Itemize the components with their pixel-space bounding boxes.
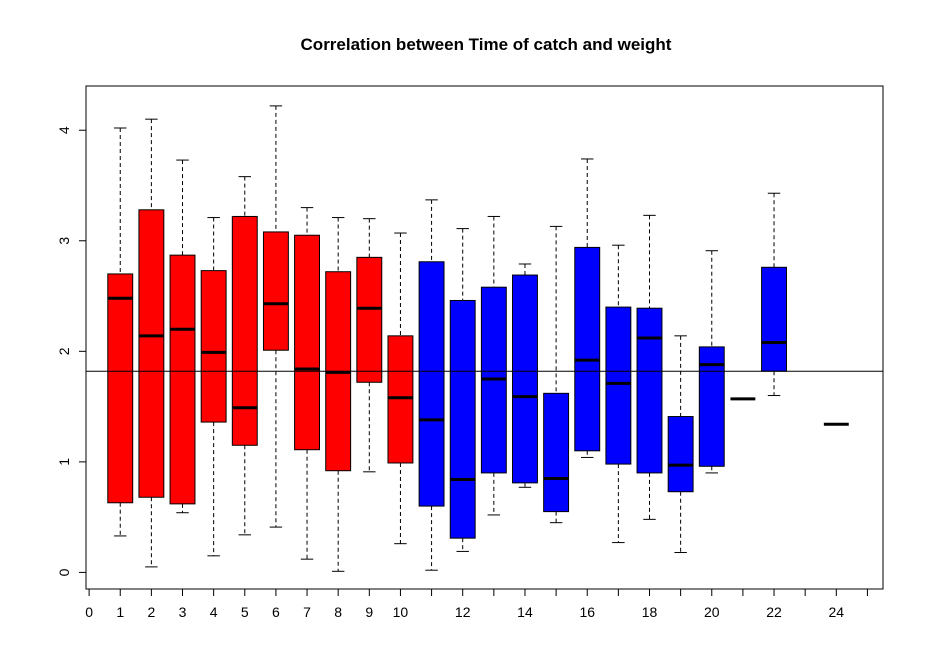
x-tick-label: 2: [147, 604, 155, 620]
box-14: [512, 263, 538, 488]
x-tick-label: 6: [272, 604, 280, 620]
x-axis: 0 1 2 3 4 5 6 7 8 9 10 12 14 16 18 20 22 24: [85, 588, 868, 620]
iqr-box: [231, 215, 258, 446]
x-tick-label: 4: [210, 604, 218, 620]
box-15: [543, 225, 570, 524]
y-tick-label: 1: [56, 458, 72, 466]
x-tick-label: 24: [829, 604, 845, 620]
y-tick-label: 0: [56, 568, 72, 576]
iqr-box: [574, 246, 601, 452]
iqr-box: [512, 274, 538, 484]
iqr-box: [449, 299, 476, 539]
x-tick-label: 22: [766, 604, 782, 620]
box-12: [449, 228, 476, 552]
iqr-box: [138, 209, 165, 498]
iqr-box: [761, 266, 787, 372]
x-tick-label: 18: [642, 604, 658, 620]
box-11: [418, 199, 445, 571]
x-tick-label: 8: [334, 604, 342, 620]
box-8: [325, 217, 352, 572]
box-19: [667, 335, 694, 554]
iqr-box: [169, 254, 196, 505]
x-tick-label: 7: [303, 604, 311, 620]
x-tick-label: 12: [455, 604, 471, 620]
iqr-box: [107, 273, 134, 504]
box-1: [107, 127, 134, 537]
iqr-box: [698, 346, 725, 467]
x-tick-label: 0: [85, 604, 93, 620]
box-17: [605, 244, 632, 544]
x-tick-label: 5: [241, 604, 249, 620]
box-4: [200, 217, 227, 557]
box-16: [574, 158, 601, 458]
y-tick-label: 2: [56, 347, 72, 355]
chart-title: Correlation between Time of catch and we…: [301, 35, 672, 54]
x-tick-label: 16: [579, 604, 595, 620]
y-tick-label: 3: [56, 237, 72, 245]
x-tick-label: 20: [704, 604, 720, 620]
box-3: [169, 159, 196, 514]
y-tick-label: 4: [56, 126, 72, 134]
iqr-box: [418, 261, 445, 507]
x-tick-label: 10: [393, 604, 409, 620]
box-18: [636, 214, 663, 520]
iqr-box: [605, 306, 632, 465]
x-tick-label: 14: [517, 604, 533, 620]
box-2: [138, 118, 165, 568]
box-22: [761, 192, 787, 397]
box-20: [698, 250, 725, 474]
box-9: [356, 218, 383, 473]
box-6: [262, 105, 289, 528]
y-axis: 0 1 2 3 4: [56, 126, 87, 576]
x-tick-label: 3: [179, 604, 187, 620]
box-13: [480, 215, 507, 516]
iqr-box: [387, 335, 414, 464]
box-10: [387, 232, 414, 545]
iqr-box: [636, 307, 663, 474]
iqr-box: [262, 231, 289, 351]
iqr-box: [356, 256, 383, 383]
iqr-box: [200, 270, 227, 423]
x-tick-label: 9: [365, 604, 373, 620]
iqr-box: [667, 416, 694, 493]
boxes-layer: [107, 105, 849, 572]
iqr-box: [543, 392, 570, 513]
box-5: [231, 176, 258, 536]
iqr-box: [294, 234, 320, 451]
box-7: [294, 207, 320, 560]
x-tick-label: 1: [116, 604, 124, 620]
